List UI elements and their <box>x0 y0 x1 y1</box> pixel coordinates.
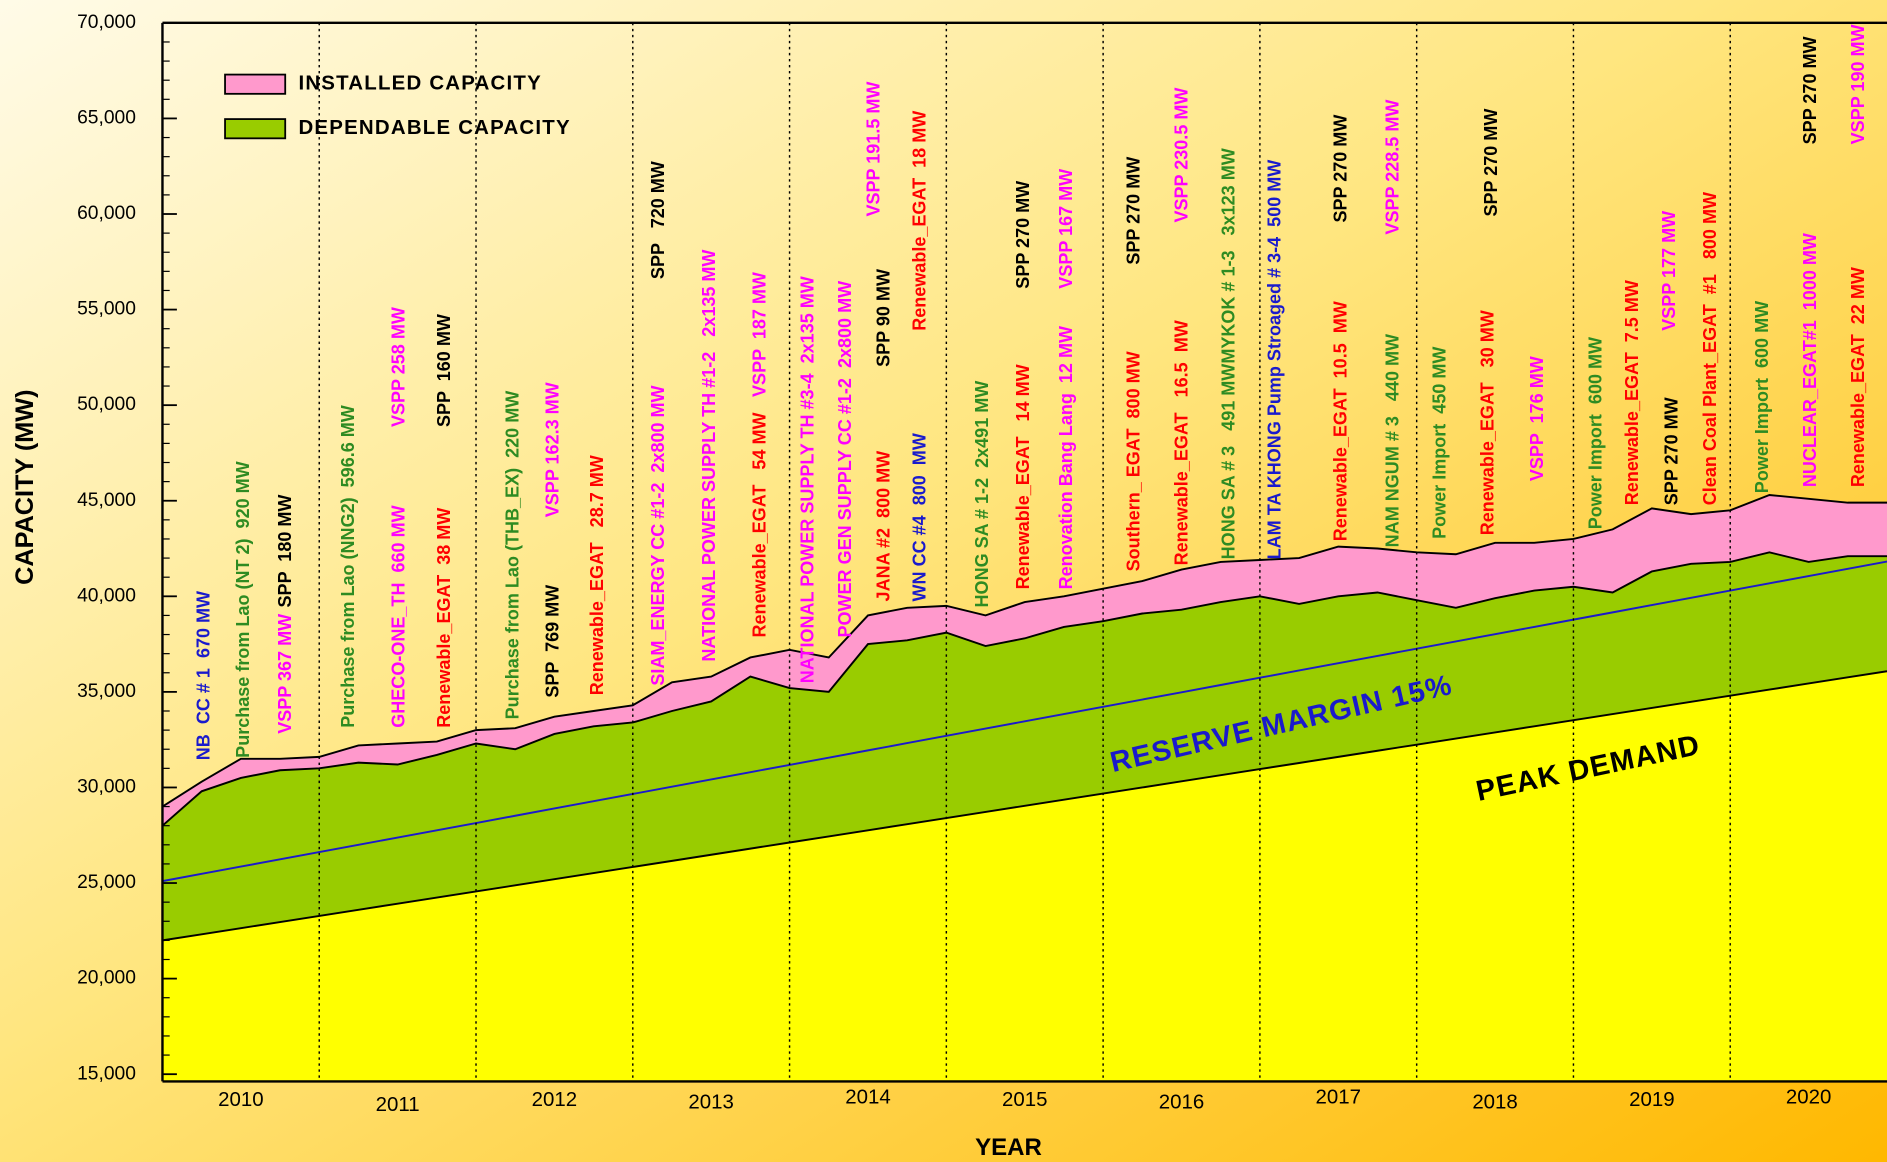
annotation: SPP 90 MW <box>873 269 893 367</box>
x-tick-label: 2014 <box>845 1086 890 1109</box>
annotation: WN CC #4 800 MW <box>909 433 929 601</box>
annotation: VSPP 230.5 MW <box>1172 88 1192 223</box>
annotation: VSPP 228.5 MW <box>1382 100 1402 235</box>
annotation: NUCLEAR_EGAT#1 1000 MW <box>1800 233 1820 487</box>
x-axis-title: YEAR <box>975 1134 1042 1161</box>
series-line <box>162 670 1887 942</box>
annotation: VSPP 162.3 MW <box>542 382 562 517</box>
y-tick-label: 55,000 <box>77 299 136 320</box>
annotation: Renewable_EGAT 22 MW <box>1848 267 1868 487</box>
annotation: Power Import 600 MW <box>1586 337 1606 529</box>
annotation: VSPP 191.5 MW <box>864 82 884 217</box>
y-tick-label: 65,000 <box>77 108 136 129</box>
y-tick-label: 45,000 <box>77 490 136 511</box>
annotation: GHECO-ONE_TH 660 MW <box>388 505 408 727</box>
annotation: SPP 270 MW <box>1800 36 1820 144</box>
y-tick-label: 60,000 <box>77 203 136 224</box>
annotation: Southern_ EGAT 800 MW <box>1124 351 1144 571</box>
x-tick-label: 2017 <box>1316 1086 1361 1109</box>
annotation: SPP 180 MW <box>275 495 295 608</box>
series-line <box>161 494 1887 808</box>
annotation: VSPP 176 MW <box>1527 356 1547 481</box>
x-tick-label: 2016 <box>1159 1090 1204 1113</box>
annotation: Renewable_EGAT 38 MW <box>434 508 454 728</box>
x-tick-label: 2012 <box>532 1088 577 1111</box>
y-tick-label: 35,000 <box>77 681 136 702</box>
annotation: Renewable_EGAT 28.7 MW <box>587 455 607 695</box>
annotation: HONG SA # 1-2 2x491 MW <box>972 381 992 608</box>
x-tick-label: 2013 <box>688 1090 733 1113</box>
x-tick-label: 2011 <box>376 1093 420 1116</box>
annotation: VSPP 190 MW <box>1848 24 1868 144</box>
annotation: SPP 270 MW <box>1013 181 1033 289</box>
series-line <box>162 560 1887 883</box>
annotation: POWER GEN SUPPLY CC #1-2 2x800 MW <box>835 281 855 638</box>
legend-label: DEPENDABLE CAPACITY <box>298 116 570 139</box>
legend-swatch <box>224 73 287 95</box>
series-line <box>161 551 1887 827</box>
x-tick-label: 2019 <box>1629 1088 1674 1111</box>
annotation: HONG SA # 3 491 MWMYKOK # 1-3 3x123 MW <box>1219 148 1239 559</box>
annotation: Renewable_EGAT 54 MW <box>749 412 769 637</box>
y-tick-label: 30,000 <box>77 777 136 798</box>
annotation: Renewable_EGAT 16.5 MW <box>1172 320 1192 565</box>
annotation: NAM NGUM # 3 440 MW <box>1382 334 1402 547</box>
y-tick-label: 50,000 <box>77 394 136 415</box>
legend-label: INSTALLED CAPACITY <box>298 72 541 95</box>
area-fill <box>162 671 1887 1082</box>
annotation: Clean Coal Plant_EGAT #1 800 MW <box>1700 192 1720 505</box>
annotation: Renovation Bang Lang 12 MW <box>1056 326 1076 589</box>
y-tick-label: 20,000 <box>77 968 136 989</box>
annotation: SPP 270 MW <box>1662 397 1682 505</box>
y-axis-title: CAPACITY (MW) <box>11 389 39 584</box>
annotation: VSPP 167 MW <box>1056 169 1076 289</box>
annotation: Purchase from Lao (THB_EX) 220 MW <box>503 391 523 720</box>
annotation: LAM TA KHONG Pump Stroaged # 3-4 500 MW <box>1264 160 1284 560</box>
y-tick-label: 25,000 <box>77 872 136 893</box>
annotation: VSPP 258 MW <box>388 307 408 427</box>
annotation: SPP 270 MW <box>1124 157 1144 265</box>
annotation: VSPP 187 MW <box>749 272 769 397</box>
y-tick-label: 70,000 <box>77 12 136 33</box>
annotation: Renewable_EGAT 7.5 MW <box>1622 280 1642 505</box>
annotation: Renewable_EGAT 10.5 MW <box>1331 301 1351 541</box>
annotation: SIAM_ENERGY CC #1-2 2x800 MW <box>648 385 668 685</box>
annotation: SPP 769 MW <box>542 585 562 698</box>
annotation: Power Import 600 MW <box>1752 301 1772 493</box>
x-tick-label: 2010 <box>218 1088 263 1111</box>
annotation: Renewable_EGAT 18 MW <box>909 111 929 331</box>
annotation: SPP 720 MW <box>648 161 668 279</box>
x-tick-label: 2018 <box>1472 1090 1517 1113</box>
annotation: SPP 270 MW <box>1481 109 1501 217</box>
y-tick-label: 15,000 <box>77 1063 136 1084</box>
annotation: JANA #2 800 MW <box>873 451 893 602</box>
legend-swatch <box>224 118 287 140</box>
annotation: SPP 160 MW <box>434 314 454 427</box>
annotation: Renewable_EGAT 30 MW <box>1477 310 1497 535</box>
annotation: SPP 270 MW <box>1331 115 1351 223</box>
x-tick-label: 2020 <box>1786 1086 1831 1109</box>
annotation: VSPP 177 MW <box>1659 211 1679 331</box>
annotation: Power Import 450 MW <box>1429 347 1449 539</box>
y-tick-label: 40,000 <box>77 585 136 606</box>
annotation: Purchase from Lao (NNG2) 596.6 MW <box>338 405 358 728</box>
annotation: NATIONAL POWER SUPPLY TH #3-4 2x135 MW <box>797 276 817 683</box>
annotation: Purchase from Lao (NT 2) 920 MW <box>233 461 253 758</box>
annotation: NB CC # 1 670 MW <box>193 591 213 760</box>
annotation: VSPP 367 MW <box>275 614 295 734</box>
x-tick-label: 2015 <box>1002 1088 1047 1111</box>
annotation: Renewable_EGAT 14 MW <box>1013 364 1033 589</box>
annotation: NATIONAL POWER SUPPLY TH #1-2 2x135 MW <box>699 250 719 662</box>
